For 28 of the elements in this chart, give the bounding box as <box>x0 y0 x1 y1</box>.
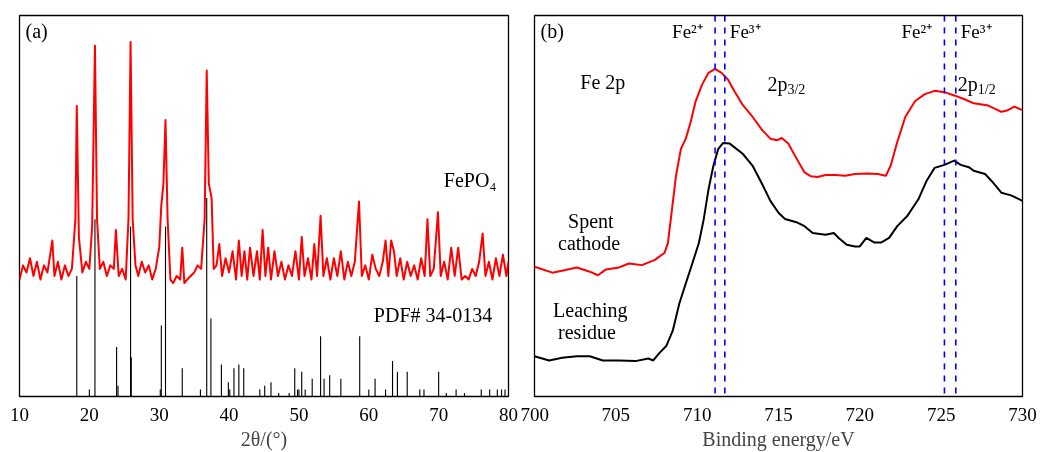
x-tick-label: 715 <box>764 403 793 425</box>
x-tick-label: 30 <box>149 403 169 425</box>
x-tick-label: 50 <box>289 403 309 425</box>
x-tick-label: 700 <box>520 403 549 425</box>
ref-line-label: Fe³⁺ <box>729 20 761 42</box>
ref-line-label: Fe²⁺ <box>672 20 703 42</box>
series-label: PDF# 34-0134 <box>373 303 493 326</box>
x-tick-label: 710 <box>682 403 712 425</box>
ref-line-label: Fe³⁺ <box>960 20 992 42</box>
chart-title: (b) <box>540 19 564 43</box>
x-tick-label: 20 <box>79 403 99 425</box>
series-label: Leaching residue <box>553 299 628 344</box>
x-tick-label: 80 <box>499 403 518 425</box>
chart-title: (a) <box>25 19 48 43</box>
x-axis-title: Binding energy/eV <box>702 427 856 451</box>
x-axis-title: 2θ/(°) <box>240 427 288 451</box>
x-tick-label: 705 <box>601 403 631 425</box>
x-tick-label: 10 <box>10 403 29 425</box>
series-label: FePO₄ <box>443 168 497 191</box>
x-tick-label: 725 <box>926 403 956 425</box>
annotation: Fe 2p <box>580 71 626 95</box>
x-tick-label: 40 <box>219 403 239 425</box>
x-tick-label: 730 <box>1008 403 1037 425</box>
series-label: Spent cathode <box>558 209 621 254</box>
x-tick-label: 60 <box>359 403 379 425</box>
x-tick-label: 720 <box>845 403 875 425</box>
ref-line-label: Fe²⁺ <box>901 20 933 42</box>
x-tick-label: 70 <box>429 403 449 425</box>
